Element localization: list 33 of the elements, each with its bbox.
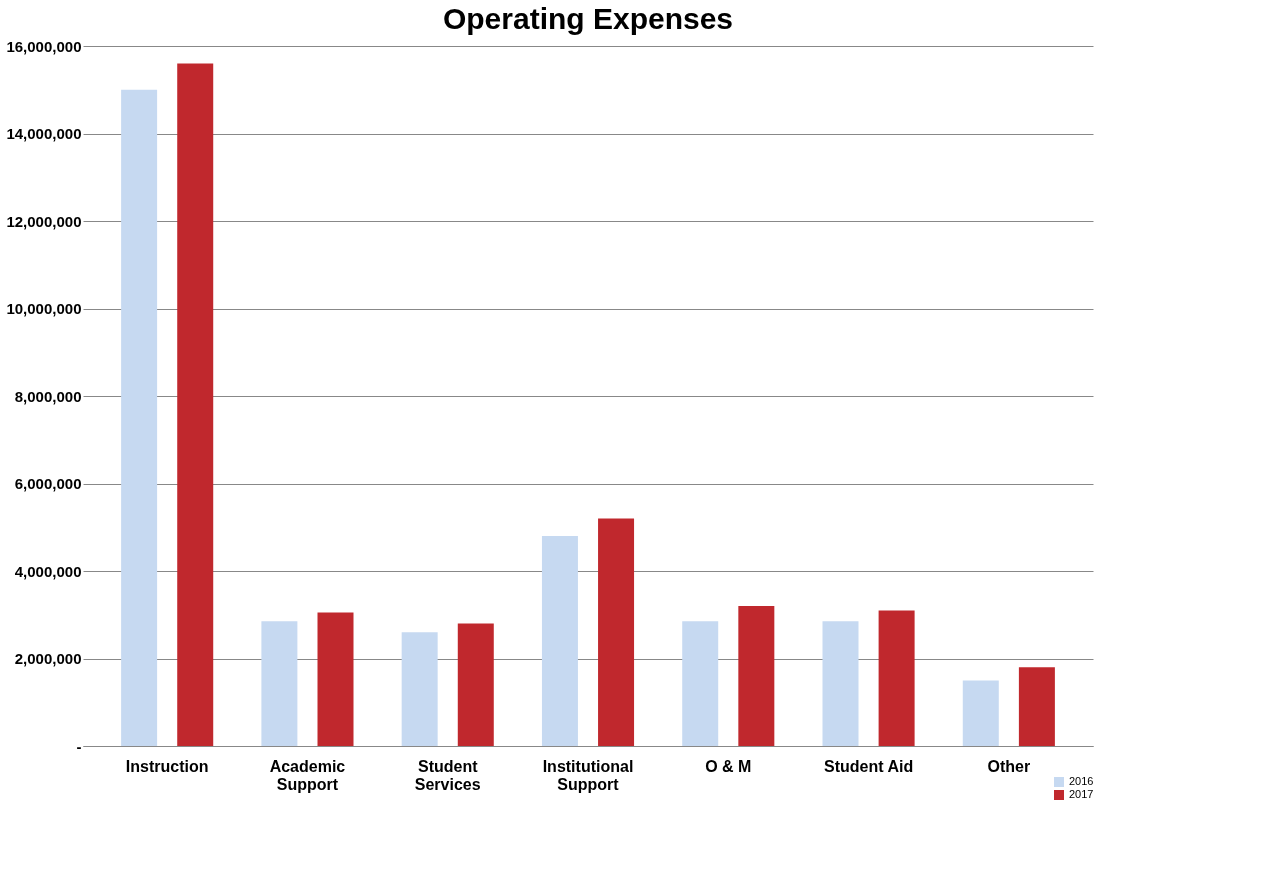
x-tick-label: Academic Support [269,757,346,793]
bar [598,518,635,746]
bar [177,63,214,746]
y-tick-label: 10,000,000 [6,300,82,317]
y-tick-label: 4,000,000 [14,562,82,580]
x-tick-label: O & M [705,757,752,775]
bar [962,680,999,746]
legend-label: 2017 [1069,788,1094,800]
bar [401,632,438,746]
y-tick-label: 12,000,000 [6,212,82,230]
x-tick-label: Student Aid [823,757,914,775]
bar [317,612,354,746]
x-tick-label: Student Services [414,757,481,793]
x-tick-label: Other [987,757,1031,775]
y-tick-label: 8,000,000 [14,387,82,405]
bar [261,621,298,746]
y-tick-label: 2,000,000 [14,650,82,667]
bar [738,606,775,746]
x-tick-label: Institutional Support [542,757,634,793]
bar [457,623,494,746]
chart-title: Operating Expenses [442,2,734,35]
bar [822,621,859,746]
y-tick-label: 6,000,000 [14,475,82,492]
bar [878,610,915,746]
bar [121,89,158,746]
bar [682,621,719,746]
legend-label: 2016 [1069,775,1094,787]
y-tick-label: - [76,737,82,755]
x-tick-label: Instruction [125,757,209,775]
bar [1018,667,1055,746]
y-tick-label: 16,000,000 [6,37,82,55]
bar [541,536,578,746]
y-tick-label: 14,000,000 [6,125,82,142]
